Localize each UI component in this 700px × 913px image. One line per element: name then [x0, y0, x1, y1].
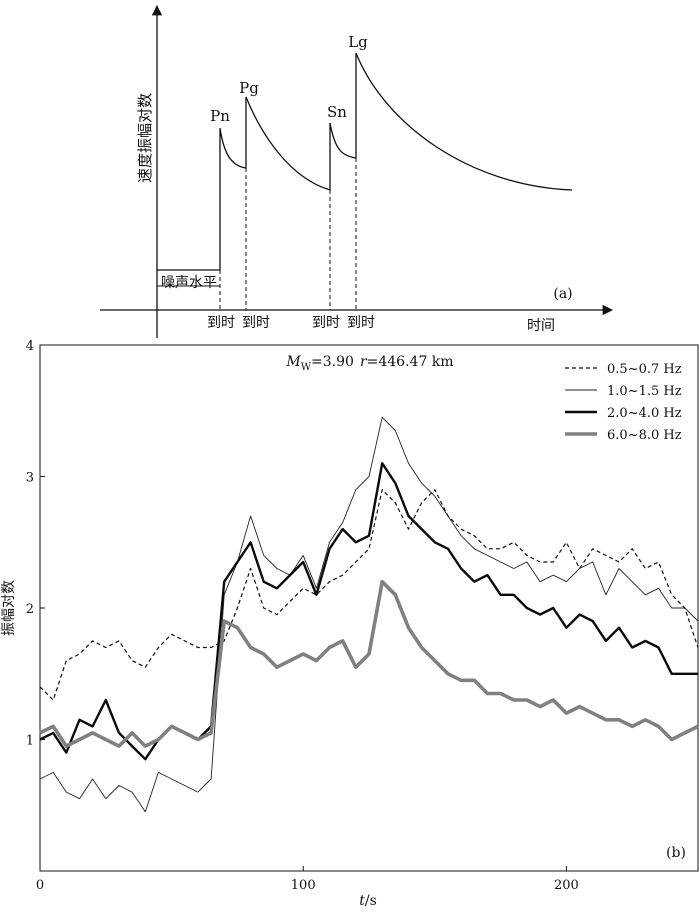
x-tick-label: 200: [554, 878, 579, 893]
panel-b-tag: (b): [666, 845, 686, 861]
panel-a-y-label: 速度振幅对数: [136, 93, 154, 183]
r-symbol: r: [360, 354, 368, 370]
panel-a-tag: (a): [553, 286, 572, 302]
arrival-label-sn: 到时: [312, 315, 340, 331]
x-label-unit: /s: [365, 893, 377, 909]
panel-a-envelope-curve: [157, 52, 573, 271]
mw-value: =3.90: [311, 354, 354, 370]
y-tick-label: 2: [26, 602, 34, 617]
magnitude-distance-annotation: MW=3.90 r=446.47 km: [285, 354, 453, 373]
phase-label-pn: Pn: [210, 107, 230, 125]
panel-b-legend: 0.5~0.7 Hz 1.0~1.5 Hz 2.0~4.0 Hz 6.0~8.0 Hz: [565, 362, 682, 443]
series-line-3: [39, 462, 698, 761]
noise-level-label: 噪声水平: [161, 275, 217, 291]
legend-label: 6.0~8.0 Hz: [607, 428, 682, 443]
phase-label-sn: Sn: [327, 103, 347, 121]
y-tick-label: 1: [26, 734, 34, 749]
series-line-4: [39, 579, 699, 748]
legend-label: 0.5~0.7 Hz: [607, 362, 682, 377]
mw-symbol: M: [285, 354, 301, 370]
series-line-2: [39, 416, 699, 813]
r-value: =446.47 km: [367, 354, 454, 370]
arrival-label-pn: 到时: [207, 315, 235, 331]
panel-b-series-group: [39, 416, 699, 813]
panel-b-y-label: 振幅对数: [1, 580, 17, 636]
series-line-1: [39, 489, 699, 701]
panel-a-x-label: 时间: [527, 318, 555, 334]
legend-label: 2.0~4.0 Hz: [607, 406, 682, 421]
x-tick-label: 0: [36, 878, 44, 893]
y-tick-label: 4: [26, 339, 34, 354]
arrival-label-lg: 到时: [347, 315, 375, 331]
arrival-label-pg: 到时: [242, 315, 270, 331]
y-tick-label: 3: [26, 471, 34, 486]
mw-subscript: W: [301, 362, 312, 373]
x-label-symbol: t: [359, 893, 365, 909]
panel-b-ticks-group: 0 100 200 1 2 3 4: [26, 339, 579, 893]
panel-a-schematic: 速度振幅对数 噪声水平 Pn Pg Sn Lg 到时 到时 到时 到时 时间 (…: [100, 4, 614, 338]
panel-b-plot-frame: [39, 344, 699, 872]
panel-b-x-label: t/s: [359, 893, 377, 909]
phase-label-lg: Lg: [348, 33, 368, 51]
x-tick-label: 100: [291, 878, 316, 893]
legend-label: 1.0~1.5 Hz: [607, 384, 682, 399]
phase-label-pg: Pg: [239, 79, 259, 97]
